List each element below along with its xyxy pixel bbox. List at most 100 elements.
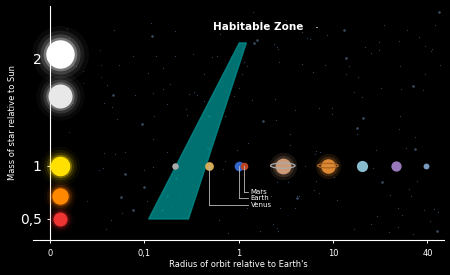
- Point: [130, 54, 137, 58]
- Point: [219, 166, 226, 171]
- Point: [253, 37, 260, 42]
- Point: [271, 42, 278, 46]
- Point: [56, 217, 63, 221]
- Point: [422, 163, 429, 168]
- Point: [362, 45, 369, 50]
- Point: [360, 116, 367, 121]
- Point: [172, 175, 180, 180]
- Point: [328, 111, 335, 116]
- Point: [431, 207, 438, 211]
- Point: [56, 94, 63, 98]
- Point: [279, 163, 286, 168]
- Point: [405, 187, 413, 192]
- Point: [294, 196, 301, 200]
- Point: [140, 184, 148, 189]
- Point: [97, 75, 104, 79]
- Point: [250, 194, 257, 199]
- Point: [353, 126, 360, 130]
- Point: [377, 86, 384, 90]
- Point: [151, 114, 158, 118]
- Point: [244, 141, 252, 145]
- Point: [310, 188, 318, 192]
- Point: [185, 92, 192, 96]
- Point: [171, 28, 179, 33]
- Point: [296, 194, 303, 199]
- Text: Mars: Mars: [251, 189, 267, 195]
- Point: [421, 44, 428, 48]
- Point: [111, 152, 118, 156]
- Point: [284, 180, 292, 184]
- Point: [96, 48, 104, 52]
- Point: [230, 94, 237, 98]
- Point: [56, 193, 63, 198]
- Point: [248, 98, 255, 102]
- Point: [149, 165, 157, 169]
- Point: [56, 217, 63, 221]
- Point: [143, 199, 150, 204]
- Point: [358, 95, 365, 100]
- Point: [166, 82, 174, 86]
- Point: [56, 51, 63, 56]
- Point: [56, 163, 63, 168]
- Point: [226, 86, 234, 90]
- Point: [411, 146, 418, 151]
- Point: [166, 175, 173, 180]
- Point: [434, 210, 441, 215]
- Point: [83, 198, 90, 203]
- Point: [56, 217, 63, 221]
- Point: [415, 35, 423, 40]
- Point: [109, 104, 116, 109]
- Point: [189, 51, 197, 56]
- Point: [292, 206, 299, 210]
- Point: [324, 163, 332, 168]
- Point: [222, 114, 229, 119]
- Point: [130, 208, 137, 212]
- Point: [312, 178, 319, 183]
- Point: [238, 47, 245, 52]
- Point: [227, 55, 234, 59]
- Point: [299, 30, 306, 34]
- Point: [56, 94, 63, 98]
- Point: [259, 119, 266, 123]
- Point: [163, 194, 170, 199]
- Point: [164, 150, 171, 154]
- Point: [322, 62, 329, 67]
- Point: [145, 71, 152, 75]
- Point: [206, 163, 213, 168]
- Point: [103, 227, 110, 232]
- Point: [200, 72, 207, 76]
- Point: [160, 87, 167, 91]
- Point: [243, 63, 251, 68]
- Point: [175, 210, 182, 215]
- Point: [158, 208, 166, 212]
- Point: [182, 107, 189, 111]
- Point: [354, 75, 361, 79]
- Point: [414, 178, 421, 183]
- Point: [56, 193, 63, 198]
- Point: [200, 99, 207, 103]
- Point: [111, 28, 118, 32]
- Point: [350, 227, 357, 231]
- Point: [412, 135, 419, 139]
- Point: [375, 48, 382, 53]
- Point: [422, 72, 429, 76]
- Point: [56, 217, 63, 221]
- Point: [250, 40, 257, 45]
- Point: [56, 163, 63, 168]
- Point: [204, 146, 212, 150]
- Point: [235, 86, 242, 90]
- Point: [56, 193, 63, 198]
- Point: [176, 192, 183, 197]
- Point: [66, 130, 73, 135]
- Point: [56, 217, 63, 221]
- Point: [273, 180, 280, 184]
- Point: [164, 102, 171, 106]
- Point: [148, 34, 156, 39]
- Point: [63, 27, 70, 31]
- Point: [216, 32, 223, 37]
- Point: [286, 132, 293, 137]
- X-axis label: Radius of orbit relative to Earth's: Radius of orbit relative to Earth's: [169, 260, 308, 270]
- Point: [279, 163, 286, 168]
- Point: [368, 51, 375, 55]
- Point: [419, 88, 427, 92]
